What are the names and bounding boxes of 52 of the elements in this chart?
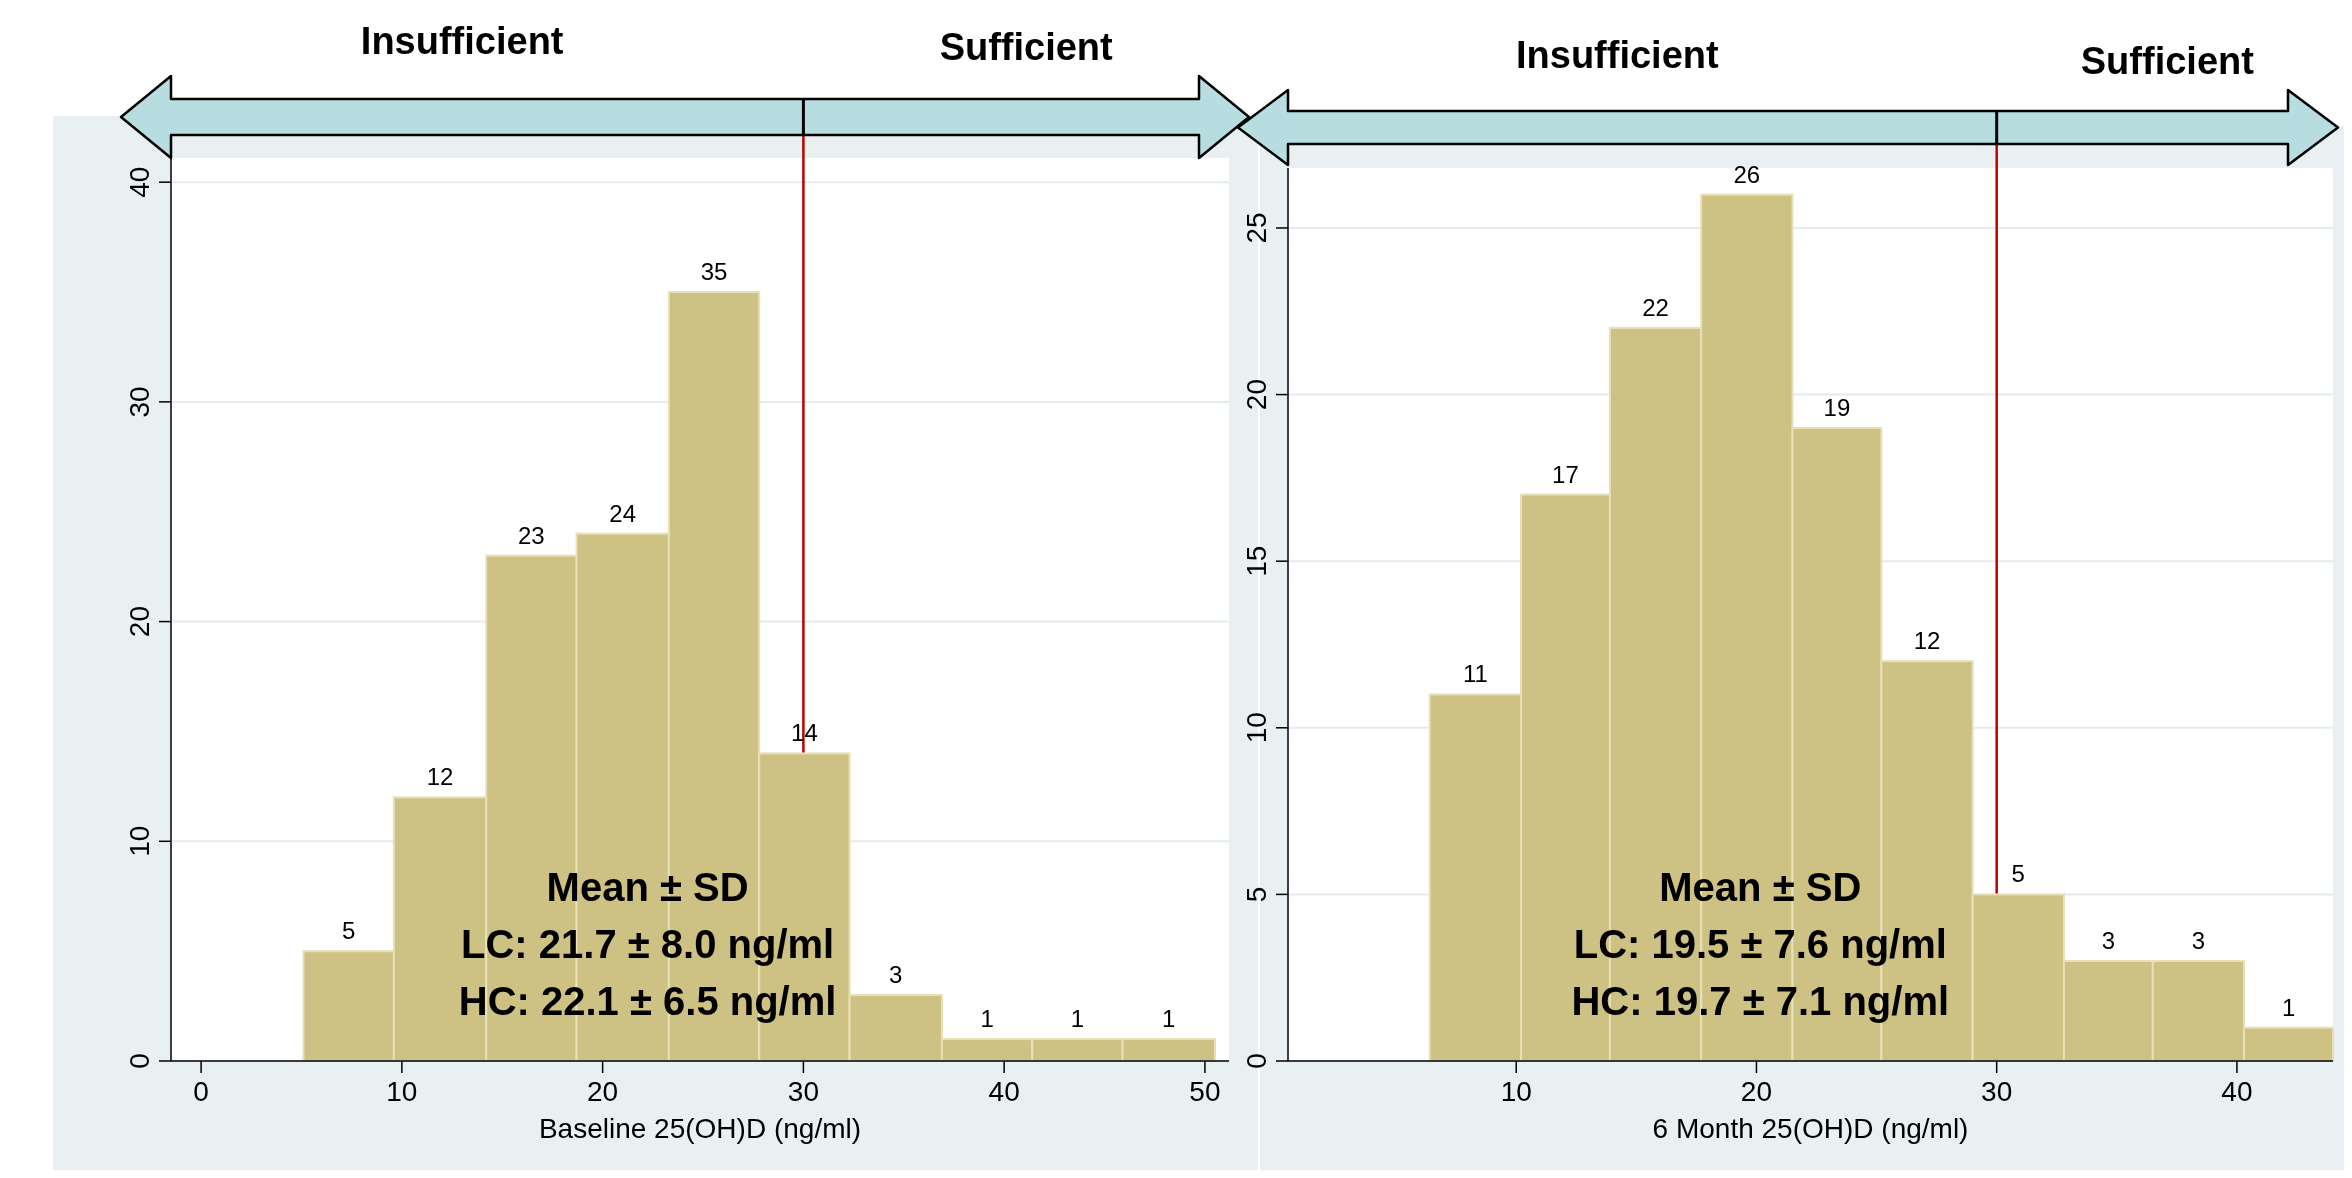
data-label: 5	[341, 917, 356, 945]
y-tick-label: 30	[124, 386, 155, 418]
data-label: 5	[2011, 860, 2025, 888]
annotation: LC: 19.5 ± 7.6 ng/ml	[1573, 922, 1947, 966]
y-tick-label: 0	[1241, 1053, 1272, 1069]
data-label: 3	[889, 961, 903, 989]
text: Insufficient	[1516, 34, 1720, 76]
y-tick-label: 15	[1241, 545, 1272, 577]
annotation: HC: 19.7 ± 7.1 ng/ml	[1571, 979, 1950, 1023]
data-label: 3	[2191, 927, 2206, 955]
data-label: 12	[1913, 627, 1941, 655]
data-label: 19	[1823, 393, 1851, 421]
data-label: 22	[1642, 293, 1669, 321]
y-tick-label: 25	[1241, 212, 1272, 244]
x-tick-label: 30	[1981, 1076, 2013, 1107]
data-label: 24	[609, 499, 637, 527]
annotation: LC: 21.7 ± 8.0 ng/ml	[461, 922, 835, 966]
data-label: 35	[700, 258, 728, 286]
data-label: 26	[1733, 160, 1761, 188]
y-tick-label: 20	[1241, 379, 1272, 411]
data-label: 11	[1462, 660, 1488, 688]
y-tick-label: 10	[1241, 712, 1272, 744]
x-tick-label: 20	[1740, 1076, 1773, 1107]
text: Sufficient	[2080, 40, 2255, 82]
x-tick-label: 10	[386, 1076, 418, 1107]
data-label: 1	[980, 1005, 994, 1033]
data-label: 23	[518, 521, 545, 549]
annotation: Mean ± SD	[546, 865, 749, 909]
data-label: 1	[1162, 1005, 1176, 1033]
data-label: 1	[2281, 993, 2296, 1021]
x-tick-label: 10	[1500, 1076, 1532, 1107]
y-tick-label: 5	[1241, 886, 1272, 903]
x-axis-title: Baseline 25(OH)D (ng/ml)	[538, 1113, 862, 1144]
x-tick-label: 50	[1189, 1076, 1221, 1107]
y-tick-label: 10	[124, 825, 155, 857]
x-tick-label: 30	[787, 1076, 819, 1107]
x-tick-label: 0	[193, 1076, 209, 1107]
x-tick-label: 20	[587, 1076, 619, 1107]
text: Sufficient	[939, 26, 1114, 68]
annotation: Mean ± SD	[1659, 865, 1862, 909]
data-label: 17	[1552, 460, 1579, 488]
text: Insufficient	[360, 20, 564, 62]
y-tick-label: 0	[124, 1053, 155, 1069]
x-tick-label: 40	[2221, 1076, 2253, 1107]
data-label: 1	[1070, 1005, 1085, 1033]
y-tick-label: 20	[124, 606, 155, 638]
annotation: HC: 22.1 ± 6.5 ng/ml	[458, 979, 837, 1023]
x-tick-label: 40	[988, 1076, 1020, 1107]
data-label: 12	[426, 763, 454, 791]
y-tick-label: 40	[124, 166, 155, 198]
data-label: 3	[2101, 927, 2116, 955]
x-axis-title: 6 Month 25(OH)D (ng/ml)	[1652, 1113, 1969, 1144]
